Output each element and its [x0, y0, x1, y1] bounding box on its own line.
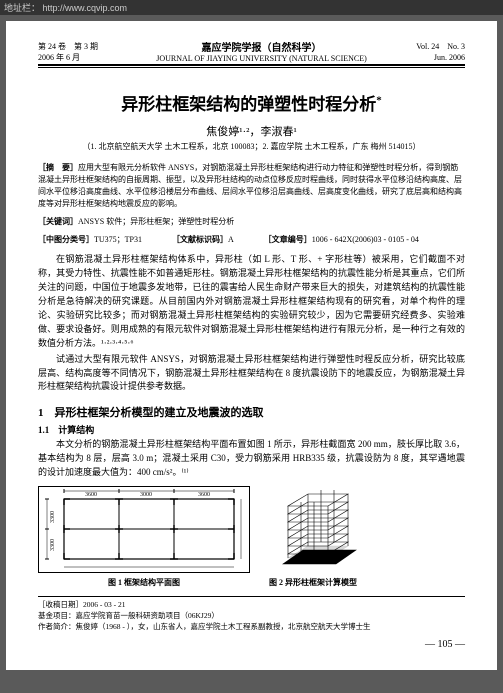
abstract-text: 应用大型有限元分析软件 ANSYS，对钢筋混凝土异形柱框架结构进行动力特征和弹塑…: [38, 163, 462, 208]
svg-text:3300: 3300: [50, 511, 56, 523]
svg-text:3300: 3300: [50, 539, 56, 551]
page: 第 24 卷 第 3 期 2006 年 6 月 嘉应学院学报（自然科学） JOU…: [6, 21, 497, 670]
authors: 焦俊婷¹·²，李淑春¹: [38, 123, 465, 139]
figure-2-caption: 图 2 异形柱框架计算模型: [268, 577, 358, 588]
journal-header: 第 24 卷 第 3 期 2006 年 6 月 嘉应学院学报（自然科学） JOU…: [38, 39, 465, 66]
keywords-text: ANSYS 软件；异形柱框架；弹塑性时程分析: [78, 217, 234, 226]
keywords: ［关键词］ANSYS 软件；异形柱框架；弹塑性时程分析: [38, 216, 465, 228]
figure-1-plan-svg: 3600 3000 3600 3300 3300: [38, 486, 250, 573]
subsection-para: 本文分析的钢筋混凝土异形柱框架结构平面布置如图 1 所示，异形柱截面宽 200 …: [38, 438, 465, 480]
section-1-title: 1 异形柱框架分析模型的建立及地震波的选取: [38, 404, 465, 420]
figure-2-model-svg: [268, 488, 358, 573]
intro-para-2: 试通过大型有限元软件 ANSYS，对钢筋混凝土异形柱框架结构进行弹塑性时程反应分…: [38, 353, 465, 395]
header-date-cn: 2006 年 6 月: [38, 53, 128, 63]
abstract-label: ［摘 要］: [38, 163, 78, 172]
affiliation: （1. 北京航空航天大学 土木工程系，北京 100083；2. 嘉应学院 土木工…: [38, 141, 465, 152]
figure-1-caption: 图 1 框架结构平面图: [38, 577, 250, 588]
journal-name-cn: 嘉应学院学报（自然科学）: [128, 39, 395, 54]
keywords-label: ［关键词］: [38, 217, 78, 226]
classification-line: ［中图分类号］TU375；TP31 ［文献标识码］A ［文章编号］1006 - …: [38, 234, 465, 245]
intro-para-1: 在钢筋混凝土异形柱框架结构体系中，异形柱（如 L 形、T 形、+ 字形柱等）被采…: [38, 253, 465, 351]
svg-text:3000: 3000: [140, 492, 152, 498]
paper-title: 异形柱框架结构的弹塑性时程分析*: [38, 90, 465, 115]
url-bar: 地址栏： http://www.cqvip.com: [0, 0, 503, 15]
subsection-1-1: 1.1 计算结构: [38, 423, 465, 436]
journal-name-en: JOURNAL OF JIAYING UNIVERSITY (NATURAL S…: [128, 54, 395, 63]
footnote-received: ［收稿日期］2006 - 03 - 21: [38, 600, 465, 611]
footnote-author: 作者简介：焦俊婷（1968 - ），女，山东省人，嘉应学院土木工程系副教授，北京…: [38, 622, 465, 633]
svg-text:3600: 3600: [198, 492, 210, 498]
footnotes: ［收稿日期］2006 - 03 - 21 基金项目：嘉应学院育苗一般科研资助项目…: [38, 596, 465, 633]
header-vol-issue: 第 24 卷 第 3 期: [38, 42, 128, 52]
page-number: — 105 —: [38, 639, 465, 650]
header-vol-en: Vol. 24 No. 3: [395, 42, 465, 52]
figure-2: 图 2 异形柱框架计算模型: [268, 488, 358, 588]
header-date-en: Jun. 2006: [395, 53, 465, 63]
figures-row: 3600 3000 3600 3300 3300 图 1 框架结构平面图: [38, 486, 465, 588]
figure-1: 3600 3000 3600 3300 3300 图 1 框架结构平面图: [38, 486, 250, 588]
title-footnote-star: *: [376, 94, 382, 106]
abstract: ［摘 要］应用大型有限元分析软件 ANSYS，对钢筋混凝土异形柱框架结构进行动力…: [38, 162, 465, 210]
footnote-fund: 基金项目：嘉应学院育苗一般科研资助项目（06KJ29）: [38, 611, 465, 622]
svg-text:3600: 3600: [85, 492, 97, 498]
